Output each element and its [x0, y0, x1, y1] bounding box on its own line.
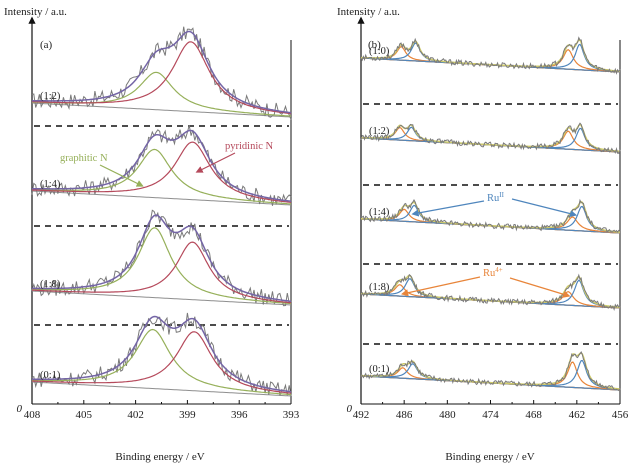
- envelope-fit: [361, 352, 621, 390]
- panel-b-ylabel: Intensity / a.u.: [337, 6, 400, 18]
- spectrum-label: (1:2): [40, 91, 61, 102]
- annotation-arrow-graphitic: [99, 164, 144, 187]
- panel-b-label: (b): [368, 39, 381, 51]
- baseline-line: [31, 190, 292, 206]
- x-tick-label: 408: [24, 409, 41, 421]
- pyridinic-n-fit: [31, 41, 292, 115]
- annotation-ru-ii: RuII: [487, 191, 505, 204]
- raw-data-line: [360, 273, 621, 312]
- x-tick-label: 405: [76, 409, 93, 421]
- panel-b-xlabel: Binding energy / eV: [445, 451, 534, 463]
- raw-data-line: [360, 198, 621, 233]
- panel-b-origin: 0: [347, 403, 353, 415]
- annotation-arrow-ru-4plus-right: [509, 277, 571, 298]
- envelope-fit: [31, 214, 292, 303]
- spectrum-label: (1:2): [369, 126, 390, 137]
- ru-4plus-fit: [361, 130, 621, 153]
- baseline-line: [31, 102, 292, 118]
- x-tick-label: 468: [525, 409, 542, 421]
- annotation-pyridinic-n: pyridinic N: [225, 141, 274, 152]
- envelope-fit: [31, 315, 292, 393]
- envelope-fit: [31, 30, 292, 114]
- ru-4plus-fit: [361, 46, 621, 73]
- x-tick-label: 402: [127, 409, 144, 421]
- panel-a-ylabel: Intensity / a.u.: [4, 6, 67, 18]
- annotation-arrow-ru-ii-right: [511, 198, 578, 218]
- pyridinic-n-fit: [31, 331, 292, 394]
- x-tick-label: 462: [569, 409, 586, 421]
- panel-a-origin: 0: [17, 403, 23, 415]
- spectrum-label: (1:4): [40, 179, 61, 190]
- spectrum-label: (1:0): [369, 46, 390, 57]
- graphitic-n-fit: [32, 328, 292, 396]
- pyridinic-n-fit: [31, 241, 292, 304]
- raw-data-line: [360, 122, 621, 154]
- spectrum-label: (1:8): [40, 279, 61, 290]
- x-tick-label: 396: [231, 409, 248, 421]
- graphitic-n-fit: [31, 227, 292, 305]
- graphitic-n-fit: [32, 148, 292, 205]
- annotation-graphitic-n: graphitic N: [60, 153, 108, 164]
- spectrum-label: (1:4): [369, 207, 390, 218]
- baseline-line: [31, 290, 292, 306]
- annotation-arrow-ru-4plus-left: [401, 276, 481, 297]
- x-tick-label: 393: [283, 409, 300, 421]
- ru-ii-fit: [360, 127, 621, 153]
- annotation-arrow-pyridinic: [195, 152, 236, 173]
- spectrum-label: (0:1): [40, 370, 61, 381]
- x-tick-label: 399: [179, 409, 196, 421]
- spectrum-label: (1:8): [369, 282, 390, 293]
- raw-data-line: [31, 312, 292, 397]
- ru-4plus-fit: [360, 367, 621, 391]
- baseline-line: [31, 381, 292, 397]
- panel-a-xlabel: Binding energy / eV: [115, 451, 204, 463]
- panel-a-label: (a): [40, 39, 53, 51]
- envelope-fit: [31, 129, 292, 203]
- raw-data-line: [360, 36, 621, 75]
- panel-b-plot: 492 486 480 474 468 462 456 (1:0) (1:2) (1:4) (1:8…: [353, 16, 629, 421]
- x-tick-label: 474: [482, 409, 499, 421]
- raw-data-line: [31, 125, 292, 206]
- annotation-ru-4plus: Ru4+: [483, 266, 503, 279]
- raw-data-line: [360, 350, 621, 392]
- x-tick-label: 486: [396, 409, 413, 421]
- x-tick-label: 480: [439, 409, 456, 421]
- spectrum-label: (0:1): [369, 364, 390, 375]
- pyridinic-n-fit: [31, 141, 292, 203]
- annotation-arrow-ru-ii-left: [411, 200, 485, 217]
- x-tick-label: 492: [353, 409, 370, 421]
- panel-a-plot: 408 405 402 399 396 393 (1:2) (1:4) (1:8) (0:1) gr…: [24, 16, 300, 421]
- x-tick-label: 456: [612, 409, 629, 421]
